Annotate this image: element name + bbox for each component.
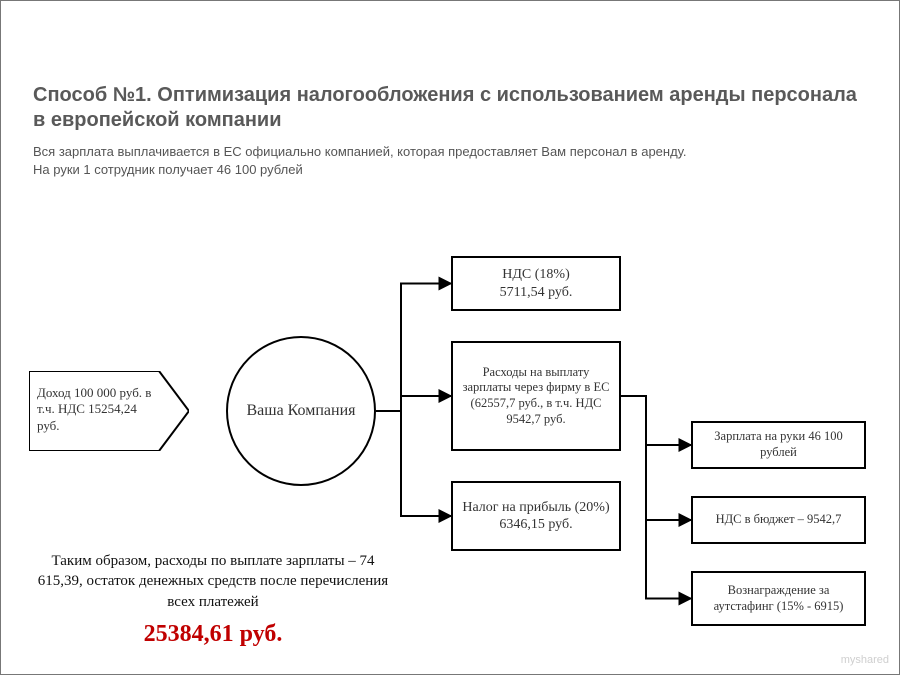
income-arrow: Доход 100 000 руб. в т.ч. НДС 15254,24 р…: [29, 371, 189, 451]
income-label: Доход 100 000 руб. в т.ч. НДС 15254,24 р…: [37, 385, 157, 434]
page-title: Способ №1. Оптимизация налогообложения с…: [33, 83, 863, 133]
page-subtitle: Вся зарплата выплачивается в ЕС официаль…: [33, 143, 863, 178]
conclusion-text: Таким образом, расходы по выплате зарпла…: [38, 553, 388, 610]
conclusion-amount: 25384,61 руб.: [33, 618, 393, 650]
conclusion: Таким образом, расходы по выплате зарпла…: [33, 551, 393, 650]
node-fee: Вознаграждение за аутстафинг (15% - 6915…: [691, 571, 866, 626]
company-node: Ваша Компания: [226, 336, 376, 486]
node-profit: Налог на прибыль (20%)6346,15 руб.: [451, 481, 621, 551]
watermark: myshared: [841, 654, 889, 666]
node-salary: Зарплата на руки 46 100 рублей: [691, 421, 866, 469]
node-payroll: Расходы на выплату зарплаты через фирму …: [451, 341, 621, 451]
node-vat18: НДС (18%)5711,54 руб.: [451, 256, 621, 311]
node-vatbudget: НДС в бюджет – 9542,7: [691, 496, 866, 544]
